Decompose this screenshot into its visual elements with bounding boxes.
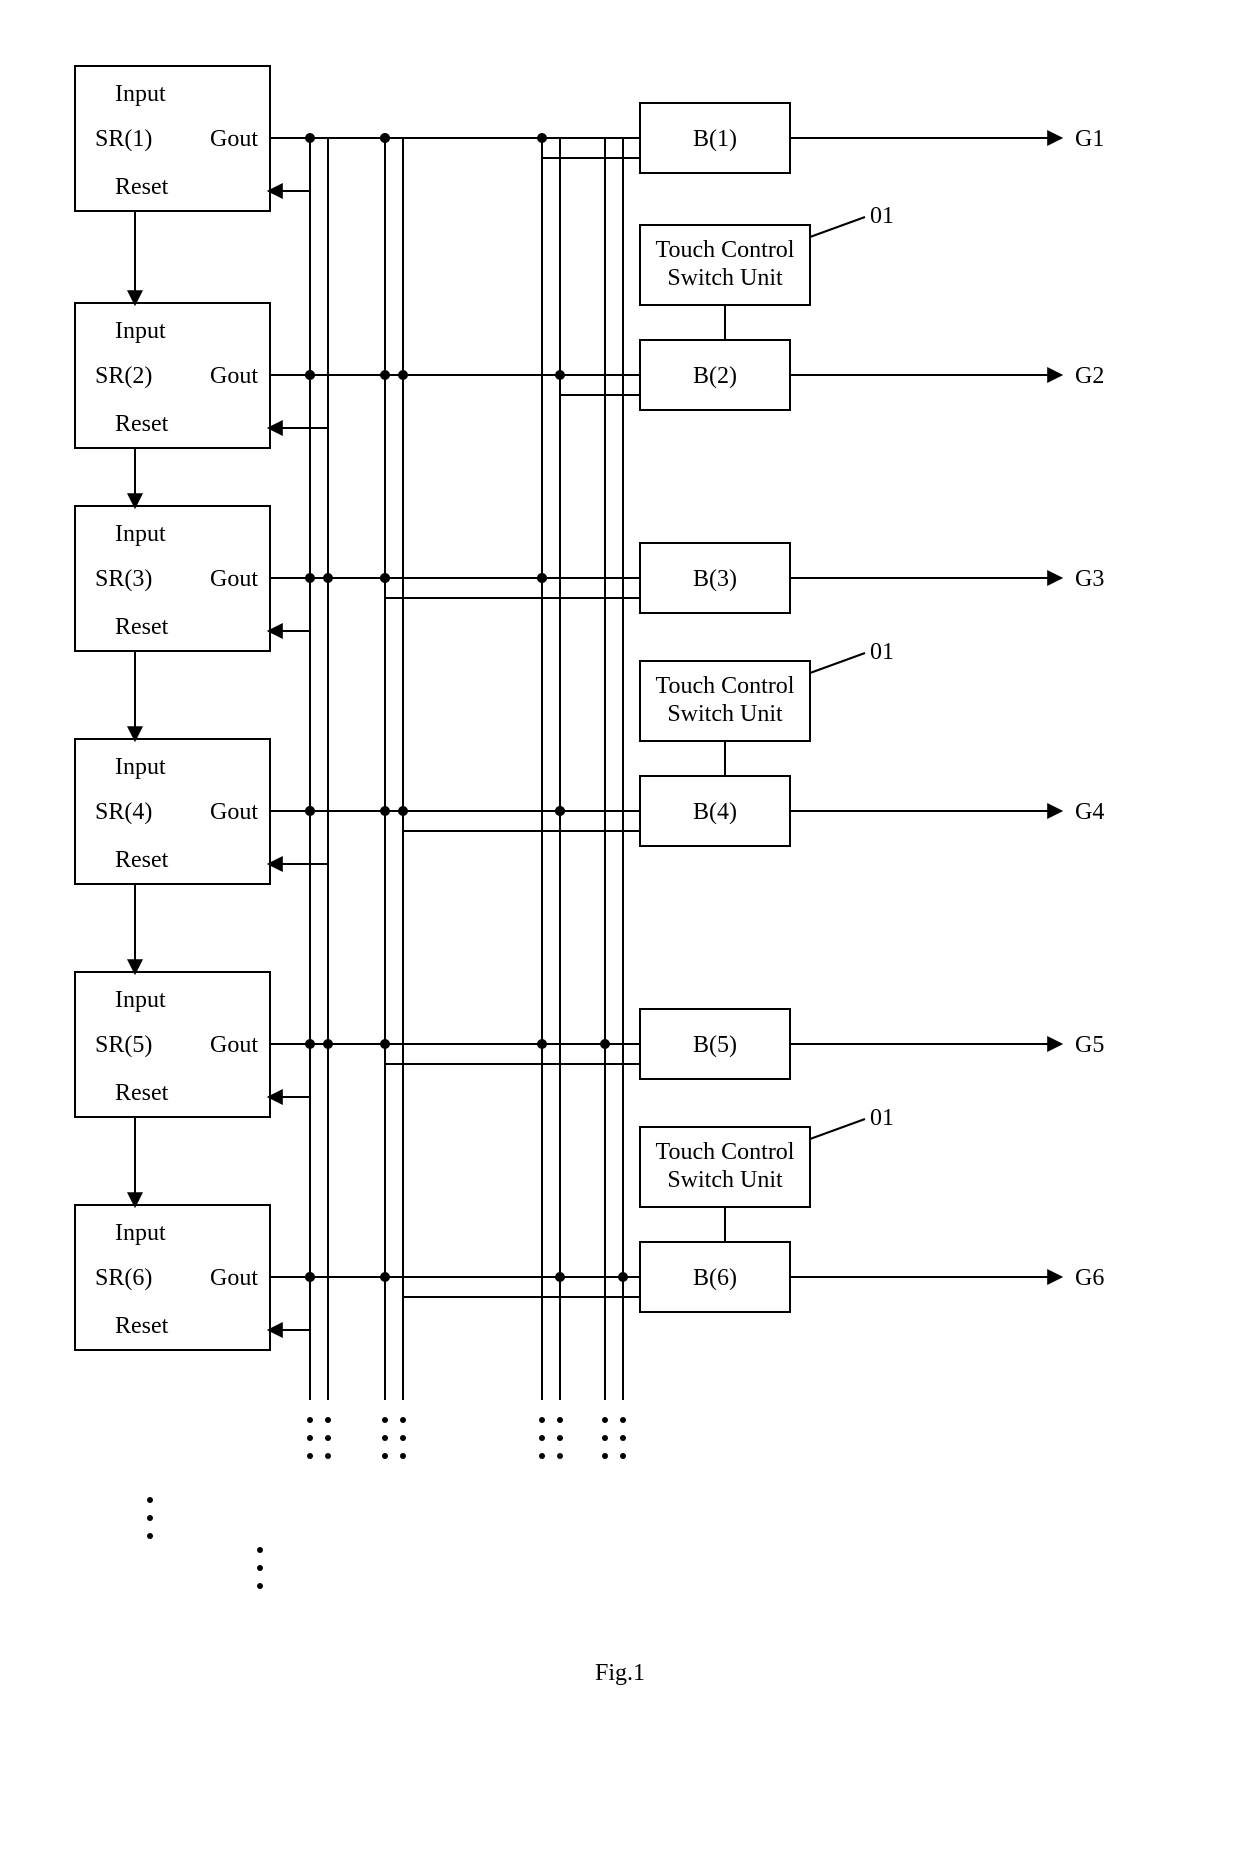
sr-gout-label: Gout (210, 799, 258, 825)
b-label: B(4) (693, 799, 737, 825)
b-label: B(6) (693, 1265, 737, 1291)
touch-label-1: Touch Control (656, 237, 795, 263)
sr-input-label: Input (115, 754, 166, 780)
sr-id-label: SR(5) (95, 1032, 152, 1058)
touch-label-2: Switch Unit (667, 265, 783, 291)
sr-reset-label: Reset (115, 1313, 169, 1339)
sr-id-label: SR(3) (95, 566, 152, 592)
sr-gout-label: Gout (210, 126, 258, 152)
sr-gout-label: Gout (210, 1032, 258, 1058)
sr-input-label: Input (115, 987, 166, 1013)
sr-reset-label: Reset (115, 614, 169, 640)
touch-label-2: Switch Unit (667, 1167, 783, 1193)
output-label: G1 (1075, 126, 1104, 152)
output-label: G2 (1075, 363, 1104, 389)
touch-ref-label: 01 (870, 203, 894, 229)
output-label: G3 (1075, 566, 1104, 592)
b-label: B(5) (693, 1032, 737, 1058)
sr-input-label: Input (115, 1220, 166, 1246)
sr-reset-label: Reset (115, 411, 169, 437)
sr-id-label: SR(6) (95, 1265, 152, 1291)
sr-gout-label: Gout (210, 363, 258, 389)
output-label: G6 (1075, 1265, 1104, 1291)
sr-id-label: SR(2) (95, 363, 152, 389)
sr-reset-label: Reset (115, 1080, 169, 1106)
sr-input-label: Input (115, 521, 166, 547)
sr-gout-label: Gout (210, 1265, 258, 1291)
sr-reset-label: Reset (115, 847, 169, 873)
touch-ref-label: 01 (870, 1105, 894, 1131)
output-label: G5 (1075, 1032, 1104, 1058)
b-label: B(3) (693, 566, 737, 592)
sr-input-label: Input (115, 318, 166, 344)
sr-input-label: Input (115, 81, 166, 107)
output-label: G4 (1075, 799, 1104, 825)
b-label: B(1) (693, 126, 737, 152)
sr-id-label: SR(1) (95, 126, 152, 152)
figure-label: Fig.1 (595, 1660, 645, 1686)
circuit-diagram: Input SR(1) Gout Reset Input SR(2) Gout Reset In… (0, 0, 1240, 1861)
touch-label-1: Touch Control (656, 673, 795, 699)
touch-label-2: Switch Unit (667, 701, 783, 727)
touch-label-1: Touch Control (656, 1139, 795, 1165)
sr-id-label: SR(4) (95, 799, 152, 825)
sr-gout-label: Gout (210, 566, 258, 592)
touch-ref-label: 01 (870, 639, 894, 665)
b-label: B(2) (693, 363, 737, 389)
sr-reset-label: Reset (115, 174, 169, 200)
